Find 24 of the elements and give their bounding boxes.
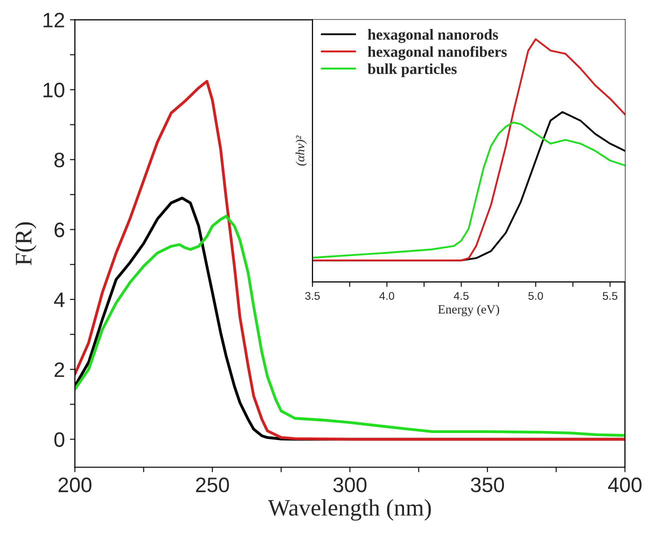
x-tick-label: 200: [58, 478, 92, 492]
y-tick-label: 12: [44, 12, 64, 28]
x-tick-label: 4.0: [379, 292, 394, 300]
x-tick-label: 350: [470, 478, 504, 492]
y-tick-label: 2: [54, 362, 64, 377]
x-tick-label: 250: [196, 478, 229, 492]
x-axis-title: Wavelength (nm): [268, 499, 431, 521]
y-tick-label: 8: [54, 152, 64, 168]
y-tick-label: 6: [54, 222, 64, 238]
y-axis-title: (αhν)²: [296, 135, 307, 166]
x-tick-label: 4.5: [454, 292, 469, 300]
x-axis-title: Energy (eV): [438, 304, 500, 316]
y-axis-title: F(R): [15, 222, 36, 266]
y-tick-label: 4: [54, 292, 65, 307]
x-tick-label: 300: [333, 478, 366, 492]
x-tick-label: 3.5: [305, 292, 320, 300]
x-tick-label: 5.5: [602, 292, 618, 300]
y-tick-label: 0: [54, 432, 64, 448]
y-tick-label: 10: [44, 82, 64, 98]
x-tick-label: 400: [608, 478, 642, 492]
legend-label: hexagonal nanorods: [368, 29, 498, 43]
x-tick-label: 5.0: [528, 292, 543, 300]
legend-label: bulk particles: [368, 63, 457, 78]
legend-label: hexagonal nanofibers: [368, 46, 507, 60]
